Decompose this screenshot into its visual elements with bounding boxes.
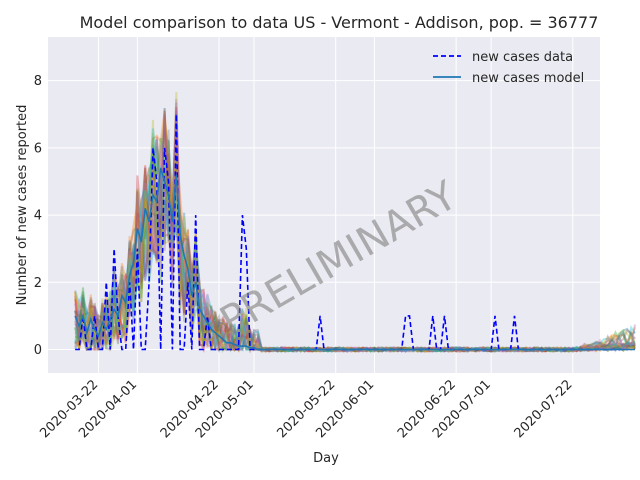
series-line-model [74, 167, 635, 351]
model-run-line [74, 118, 636, 353]
y-axis-label: Number of new cases reported [15, 105, 30, 306]
model-run-line [74, 115, 636, 353]
y-tick-label: 2 [34, 276, 42, 291]
model-run-line [74, 108, 636, 353]
grid-lines [48, 37, 600, 373]
chart-title: Model comparison to data US - Vermont - … [80, 13, 599, 32]
model-run-line [74, 137, 636, 353]
legend-label-model: new cases model [472, 71, 584, 86]
x-tick-label: 2020-07-22 [512, 377, 576, 441]
plot-area [48, 37, 600, 373]
x-axis-label: Day [313, 451, 339, 466]
y-axis-ticks: 0 2 4 6 8 [34, 74, 42, 358]
y-tick-label: 6 [34, 141, 42, 156]
model-run-line [74, 108, 636, 353]
legend: new cases data new cases model [433, 50, 584, 86]
y-tick-label: 8 [34, 74, 42, 89]
legend-label-data: new cases data [472, 50, 573, 65]
model-run-line [74, 106, 636, 353]
y-tick-label: 4 [34, 209, 42, 224]
model-run-line [74, 165, 636, 353]
y-tick-label: 0 [34, 343, 42, 358]
model-run-line [74, 146, 636, 354]
model-run-line [74, 98, 636, 354]
series-lines [74, 114, 635, 351]
